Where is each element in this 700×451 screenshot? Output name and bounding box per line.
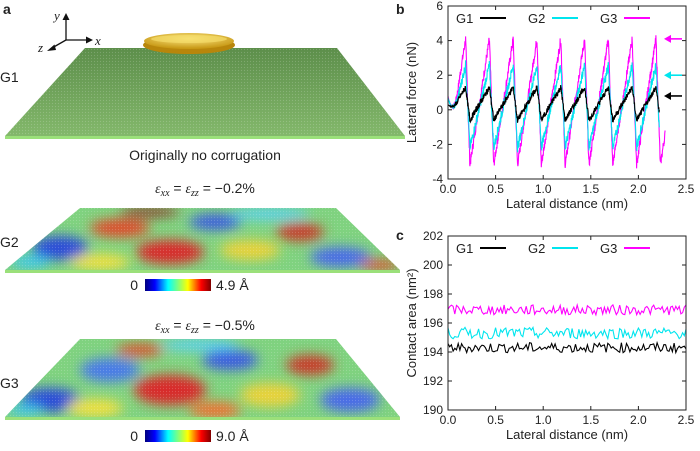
panel-b-ytick-label: 0 (436, 103, 443, 117)
panel-b-arrowhead-g3 (664, 34, 671, 43)
panel-b-frame (447, 5, 687, 180)
panel-b-xtick-label: 0.5 (487, 182, 504, 196)
axis-x-label: x (94, 33, 101, 48)
g2-colorbar: 0 4.9 Å (130, 277, 249, 293)
panel-c-ylabel: Contact area (nm²) (404, 268, 419, 377)
panel-b-ytick-label: 4 (436, 34, 443, 48)
panel-c-legend-label-g2: G2 (528, 241, 545, 256)
graphene-sheet-g1 (5, 48, 405, 139)
panel-c-xtick-label: 2.5 (678, 413, 695, 427)
panel-c-series-g1 (447, 340, 687, 355)
panel-c-xtick-label: 1.5 (582, 413, 599, 427)
panel-c-legend-label-g3: G3 (600, 241, 617, 256)
panel-b-series-g1 (447, 84, 660, 124)
panel-b-ytick-label: 2 (436, 68, 443, 82)
g2-colorbar-min: 0 (130, 277, 138, 293)
g2-colorbar-max: 4.9 Å (216, 277, 249, 293)
panel-b-xlabel: Lateral distance (nm) (506, 196, 628, 211)
panel-b-series-g3 (447, 35, 666, 169)
g3-colorbar-max: 9.0 Å (216, 428, 249, 444)
panel-b-letter: b (396, 1, 405, 17)
gold-tip (143, 33, 235, 54)
panel-c-legend-label-g1: G1 (456, 241, 473, 256)
panel-c-xtick-label: 0.5 (487, 413, 504, 427)
g3-colorbar-gradient (145, 430, 211, 442)
panel-c-xtick-label: 1.0 (535, 413, 552, 427)
graphene-sheet-g2 (5, 208, 400, 273)
panel-b-arrowhead-g1 (664, 91, 671, 100)
panel-b-legend-label-g3: G3 (600, 11, 617, 26)
panel-c-xlabel: Lateral distance (nm) (506, 427, 628, 442)
g3-label: G3 (0, 375, 19, 391)
panel-c-series-g2 (447, 325, 687, 341)
panel-c: c 0.0 0.5 1.0 1.5 2.0 2.5 190 192 194 196 198 200 20… (396, 227, 695, 442)
panel-b-ytick-label: -4 (432, 172, 443, 186)
panel-c-ytick-label: 198 (423, 287, 443, 301)
panel-c-xtick-label: 2.0 (630, 413, 647, 427)
panel-c-letter: c (396, 227, 404, 243)
panel-c-series-g3 (447, 302, 687, 317)
g2-label: G2 (0, 234, 19, 250)
panel-b: b 0.0 0.5 1.0 1.5 2.0 2.5 -4 -2 0 2 4 6 G1 G2 G3 Late… (396, 0, 695, 211)
panel-b-legend-label-g2: G2 (528, 11, 545, 26)
g2-colorbar-gradient (145, 279, 211, 291)
axes-icon: y x z (37, 8, 101, 55)
panel-b-xtick-label: 0.0 (440, 182, 457, 196)
panel-b-ytick-label: -2 (432, 137, 443, 151)
panel-b-ytick-label: 6 (436, 0, 443, 13)
panel-c-ytick-label: 194 (423, 345, 443, 359)
panel-b-legend-label-g1: G1 (456, 11, 473, 26)
g3-colorbar-min: 0 (130, 428, 138, 444)
panel-c-ytick-label: 190 (423, 403, 443, 417)
axis-z-label: z (37, 40, 43, 55)
panel-c-ytick-label: 200 (423, 258, 443, 272)
g2-strain-label: εxx = εzz = −0.2% (155, 180, 255, 199)
axis-y-label: y (52, 8, 60, 23)
panel-c-xtick-label: 0.0 (440, 413, 457, 427)
g3-colorbar: 0 9.0 Å (130, 428, 249, 444)
panel-c-ytick-label: 196 (423, 316, 443, 330)
panel-b-arrowhead-g2 (664, 71, 671, 80)
panel-b-xtick-label: 1.0 (535, 182, 552, 196)
panel-b-xtick-label: 1.5 (582, 182, 599, 196)
panel-c-ytick-label: 202 (423, 229, 443, 243)
g3-strain-label: εxx = εzz = −0.5% (155, 317, 255, 336)
panel-b-xtick-label: 2.5 (678, 182, 695, 196)
panel-a: a y x z G1 Originally no corrugation (0, 1, 405, 444)
panel-c-ytick-label: 192 (423, 374, 443, 388)
g1-caption: Originally no corrugation (129, 147, 281, 163)
panel-b-ylabel: Lateral force (nN) (404, 42, 419, 143)
panel-a-letter: a (3, 1, 11, 17)
panel-b-xtick-label: 2.0 (630, 182, 647, 196)
graphene-sheet-g3 (5, 339, 400, 420)
g1-label: G1 (0, 69, 19, 85)
panel-c-frame (447, 235, 687, 411)
